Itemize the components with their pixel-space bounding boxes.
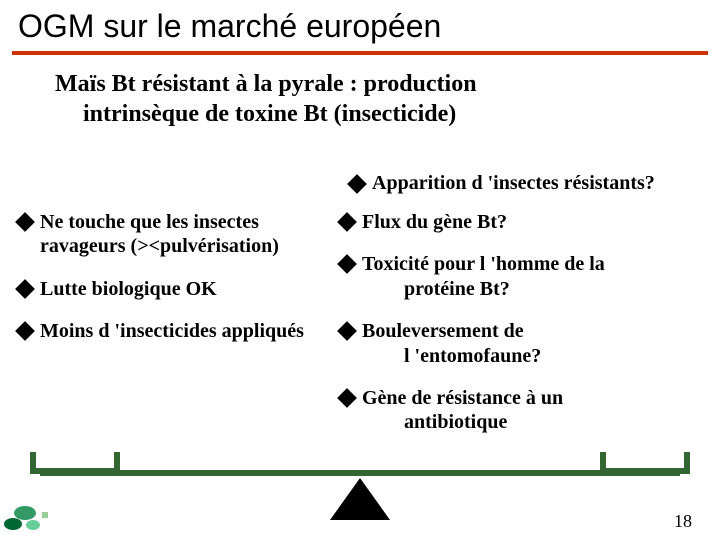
diamond-icon [15,212,35,232]
slide-subtitle: Maïs Bt résistant à la pyrale : producti… [0,69,720,129]
right-bullet: Toxicité pour l 'homme de la protéine Bt… [340,252,690,301]
bullet-text: Gène de résistance à un [362,387,563,409]
diamond-icon [347,174,367,194]
scale-beam [40,470,680,476]
subtitle-line2: intrinsèque de toxine Bt (insecticide) [55,99,690,129]
slide-title: OGM sur le marché européen [0,0,720,51]
right-bullet: Flux du gène Bt? [340,210,690,234]
bullet-text: Flux du gène Bt? [362,211,507,233]
top-question-bullet: Apparition d 'insectes résistants? [350,172,655,195]
bullet-text: Ne touche que les insectes ravageurs (><… [40,211,279,257]
left-bullet: Lutte biologique OK [18,277,330,301]
bullet-cont: l 'entomofaune? [362,344,690,368]
bullet-cont: antibiotique [362,410,690,434]
left-column: Ne touche que les insectes ravageurs (><… [18,210,330,453]
page-number: 18 [674,511,692,532]
diamond-icon [337,321,357,341]
right-column: Flux du gène Bt? Toxicité pour l 'homme … [330,210,690,453]
bullet-text: Moins d 'insecticides appliqués [40,320,304,342]
diamond-icon [337,388,357,408]
corner-logo [4,506,54,536]
logo-ellipse [4,518,22,530]
top-question-text: Apparition d 'insectes résistants? [372,172,655,194]
left-bullet: Moins d 'insecticides appliqués [18,319,330,343]
logo-ellipse [26,520,40,530]
diamond-icon [337,212,357,232]
balance-scale-graphic [40,448,680,518]
content-columns: Ne touche que les insectes ravageurs (><… [18,210,702,453]
title-underline [12,51,708,55]
scale-fulcrum [330,478,390,520]
left-bullet: Ne touche que les insectes ravageurs (><… [18,210,330,259]
bullet-text: Lutte biologique OK [40,278,217,300]
diamond-icon [337,254,357,274]
bullet-cont: protéine Bt? [362,277,690,301]
diamond-icon [15,321,35,341]
right-bullet: Gène de résistance à un antibiotique [340,386,690,435]
logo-square [42,512,48,518]
right-bullet: Bouleversement de l 'entomofaune? [340,319,690,368]
subtitle-line1: Maïs Bt résistant à la pyrale : producti… [55,71,477,97]
bullet-text: Toxicité pour l 'homme de la [362,253,605,275]
bullet-text: Bouleversement de [362,320,524,342]
diamond-icon [15,279,35,299]
